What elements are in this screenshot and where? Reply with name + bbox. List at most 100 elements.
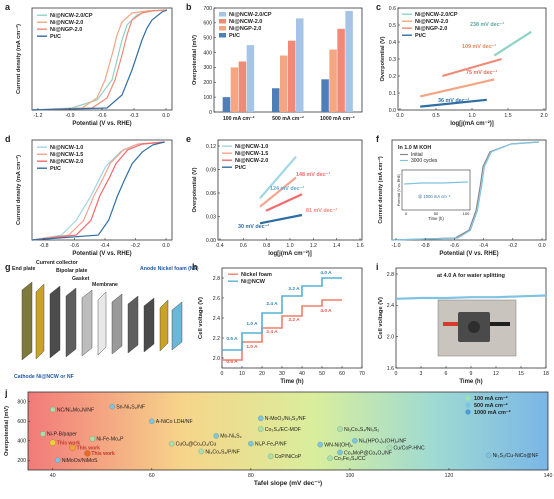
- plot-area-j: [27, 391, 549, 471]
- bar: [280, 55, 288, 112]
- x-tick-label: -0.2: [131, 243, 140, 249]
- x-tick-label: 0.0: [538, 243, 545, 249]
- schematic-label: Cathode Ni@NCW or NF: [14, 374, 74, 380]
- panel-letter: a: [5, 2, 11, 12]
- legend-label: Ni@NCW-2.0: [235, 158, 268, 164]
- legend-swatch: [219, 19, 226, 24]
- x-tick-label: 9: [470, 371, 473, 377]
- y-axis-label: Cell voltage (V): [378, 297, 384, 339]
- y-tick-label: 2.8: [213, 276, 220, 282]
- legend-label: Ni@NCW-1.0: [50, 145, 83, 151]
- point-label: Sn-Ni₃S₂/NF: [116, 404, 145, 410]
- scatter-point: [149, 418, 155, 424]
- legend-label: Ni@NCW-2.0/CP: [229, 12, 272, 18]
- x-tick-label: 0.5: [432, 113, 439, 119]
- x-axis-label: Potential (V vs. RHE): [439, 251, 498, 257]
- scatter-point: [213, 433, 219, 439]
- y-tick-label: 0.2: [389, 74, 396, 80]
- panel-letter: g: [5, 262, 11, 272]
- this-work-label: This work: [77, 445, 101, 451]
- step-label: 3.2 A: [288, 286, 300, 292]
- x-tick-label: 60: [149, 473, 155, 479]
- point-label: Ni₃Co₄S₄/Ni₃S₂: [344, 427, 379, 433]
- x-axis-label: Tafel slope (mV dec⁻¹): [254, 480, 322, 487]
- panel-f: f In 1.0 M KOH @ 1000 mA cm⁻² 0 50 100 Time (h…: [376, 134, 547, 257]
- point-label: Ni₃(HPO₄)₂(OH)₂/NF: [359, 439, 406, 445]
- x-tick-label: 0: [221, 371, 224, 377]
- series-line-d: [31, 141, 165, 241]
- panel-letter: i: [376, 262, 379, 272]
- x-tick-label: -0.2: [508, 243, 517, 249]
- schematic-label: End plate: [12, 266, 35, 272]
- legend-label: 1000 mA cm⁻²: [474, 409, 511, 416]
- step-label: 4.0 A: [320, 270, 332, 276]
- legend-label: Nickel foam: [241, 272, 272, 278]
- x-tick-label: -0.8: [40, 243, 49, 249]
- category-label: 1000 mA cm⁻²: [320, 116, 355, 122]
- x-tick-label: 0.8: [263, 243, 270, 249]
- inset-x-tick: 100: [463, 211, 470, 216]
- point-label: Co₃S₄/EC-MOF: [265, 427, 301, 433]
- scatter-point: [267, 453, 274, 460]
- y-tick-label: 1.6: [387, 366, 394, 372]
- x-tick-label: 1.0: [286, 243, 293, 249]
- y-tick-label: 0.12: [206, 144, 216, 150]
- x-axis-label: Time (h): [280, 379, 303, 385]
- y-tick-label: 600: [203, 21, 212, 27]
- y-tick-label: 0.06: [206, 191, 216, 197]
- inset-x-tick: 0: [405, 211, 408, 216]
- x-tick-label: -0.6: [70, 243, 79, 249]
- x-tick-label: -0.4: [101, 243, 110, 249]
- series-line-c: [442, 57, 502, 78]
- inset-y-label: Potential (V vs. RHE): [397, 174, 401, 206]
- this-work-point: [84, 450, 91, 457]
- legend-marker: [465, 395, 471, 401]
- collector-left: [35, 283, 45, 360]
- slope-annotation: 124 mV dec⁻¹: [270, 186, 305, 192]
- x-tick-label: 100: [346, 473, 355, 479]
- step-label: 2.4 A: [266, 301, 278, 307]
- plot-frame-f: [391, 139, 547, 241]
- point-label: Ni-P-B/paper: [47, 432, 77, 438]
- point-label: CoP/NiCoP: [275, 454, 302, 460]
- y-axis-label: Cell voltage (V): [198, 297, 204, 339]
- y-tick-label: 2.4: [387, 303, 394, 309]
- x-tick-label: 15: [518, 371, 524, 377]
- x-axis-label: log[j(mA cm⁻²)]: [450, 120, 494, 127]
- y-tick-label: 400: [17, 439, 26, 445]
- scatter-point: [54, 457, 61, 463]
- step-label: 0.5 A: [226, 336, 238, 342]
- x-tick-label: 0.6: [240, 243, 247, 249]
- bar: [288, 40, 296, 112]
- x-tick-label: 3: [420, 371, 423, 377]
- scatter-point: [327, 455, 333, 462]
- schematic-label: Current collector: [36, 260, 78, 266]
- point-label: WN-Ni(OH)₂: [324, 442, 353, 448]
- legend-label: Pt/C: [415, 33, 426, 39]
- point-label: NC/Ni₃Mo₃N/NF: [57, 407, 94, 413]
- x-tick-label: -1.2: [34, 113, 43, 119]
- y-tick-label: 0.03: [206, 214, 216, 220]
- this-work-label: This work: [91, 451, 115, 457]
- legend-label: Initial: [411, 152, 423, 158]
- legend-label: 3000 cycles: [411, 158, 438, 164]
- inset-x-label: Time (h): [428, 216, 444, 221]
- scatter-point: [317, 441, 323, 448]
- series-line-h: [222, 277, 342, 351]
- collector-right: [159, 299, 169, 352]
- electrolyzer-photo: [437, 299, 517, 357]
- x-tick-label: 60: [339, 371, 345, 377]
- y-tick-label: 600: [17, 419, 26, 425]
- y-tick-label: 0.6: [389, 6, 396, 12]
- y-tick-label: 0.1: [389, 91, 396, 97]
- point-label: Cu/CoP-HNC: [394, 445, 425, 451]
- legend-label: Ni@NCW-2.0: [229, 19, 262, 25]
- photo-wire-black: [490, 322, 510, 326]
- y-tick-label: 0.09: [206, 167, 216, 173]
- y-tick-label: 200: [203, 80, 212, 86]
- end-plate-left: [21, 281, 33, 361]
- schematic-label: Bipolar plate: [56, 268, 88, 274]
- bipolar-plate-right: [143, 297, 155, 353]
